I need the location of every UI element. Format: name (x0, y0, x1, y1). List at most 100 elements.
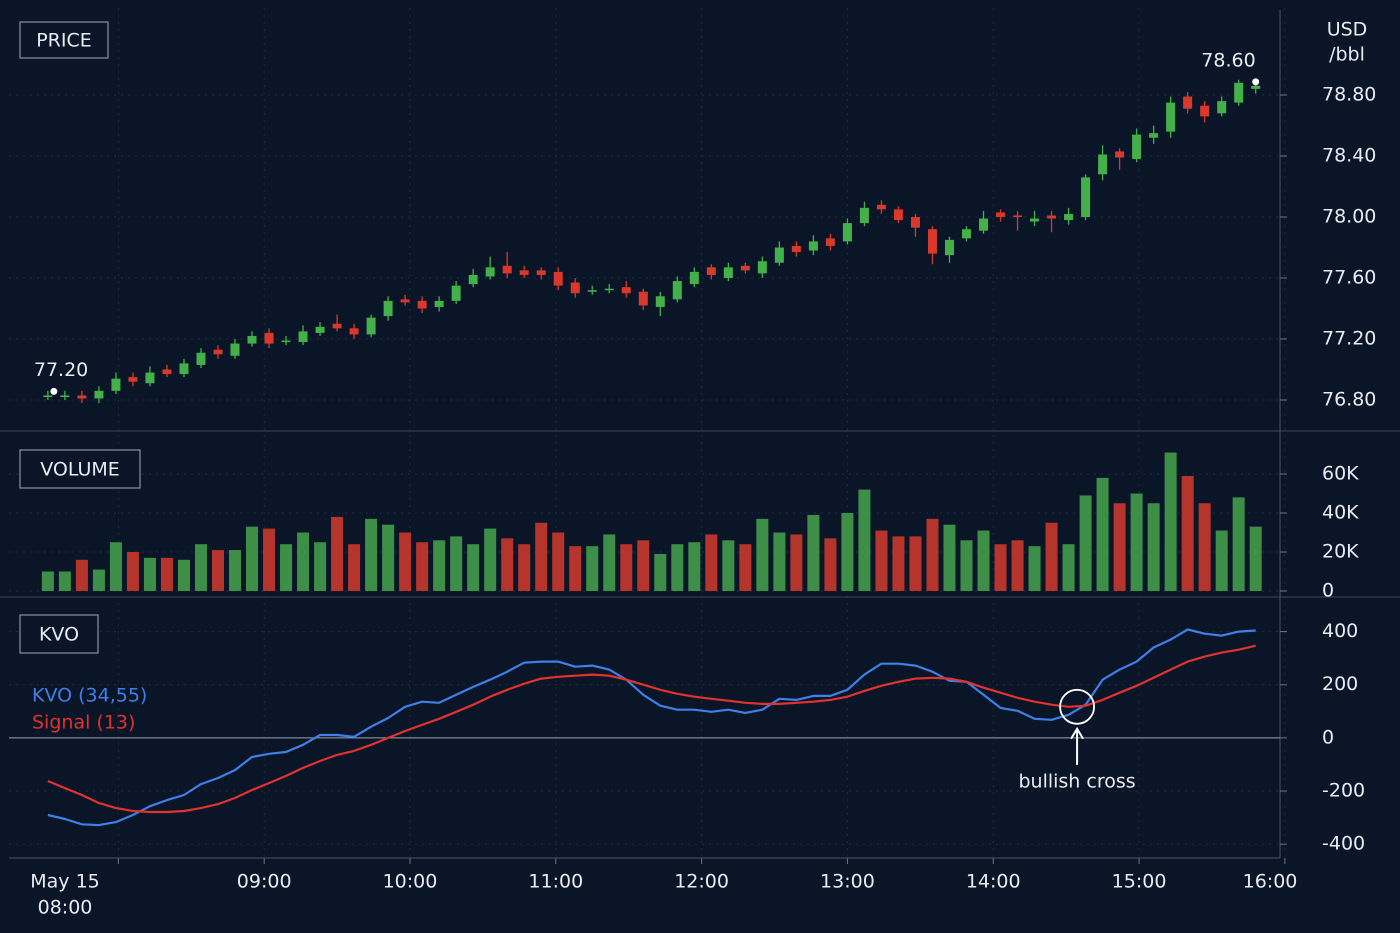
candle-body (655, 296, 665, 307)
volume-bar (1147, 503, 1160, 591)
volume-bar (841, 513, 854, 591)
volume-bar (569, 546, 582, 591)
volume-bar (365, 518, 378, 591)
volume-bar (382, 524, 395, 591)
candle-body (706, 267, 716, 275)
y-axis-label: USD (1327, 19, 1368, 41)
candle-body (111, 378, 121, 391)
candle-body (468, 274, 478, 285)
volume-bar (75, 559, 88, 591)
candle-body (1115, 151, 1125, 158)
volume-bar (1232, 497, 1245, 591)
candle-body (366, 317, 376, 335)
volume-bar (739, 544, 752, 591)
volume-bar (773, 532, 786, 591)
line-series (47, 628, 1256, 827)
volume-bar (211, 550, 224, 591)
x-date-label: May 15 (30, 871, 100, 893)
y-tick-label: -400 (1322, 833, 1365, 855)
candle-body (774, 247, 784, 263)
volume-bar (1181, 475, 1194, 591)
volume-bar (824, 538, 837, 591)
x-tick-label: 13:00 (820, 871, 875, 893)
candle-body (434, 300, 444, 307)
candle-body (60, 395, 70, 398)
annotation-dot (50, 387, 58, 395)
candle-body (1081, 177, 1091, 217)
pane-title-box (19, 614, 99, 654)
volume-bar (790, 534, 803, 591)
candle-body (570, 282, 580, 294)
volume-bar (977, 530, 990, 591)
y-tick-label: 77.20 (1322, 328, 1376, 350)
candle-body (638, 291, 648, 306)
volume-bar (535, 522, 548, 591)
pane-title-box (19, 449, 141, 489)
volume-bar (450, 536, 463, 591)
volume-bar (654, 553, 667, 591)
y-tick-label: 40K (1322, 502, 1359, 524)
candle-body (1030, 218, 1040, 222)
candle-body (128, 377, 138, 382)
volume-bar (1249, 526, 1262, 591)
volume-bar (399, 532, 412, 591)
x-tick-label: 15:00 (1112, 871, 1167, 893)
volume-bar (58, 571, 71, 591)
volume-bar (280, 544, 293, 591)
x-tick-label: 11:00 (528, 871, 583, 893)
candle-body (962, 229, 972, 239)
candle-body (808, 241, 818, 251)
candle-body (587, 290, 597, 292)
volume-bar (1045, 522, 1058, 591)
volume-bar (943, 524, 956, 591)
annotation: 77.20 (34, 359, 88, 381)
volume-bar (246, 526, 259, 591)
y-tick-label: 60K (1322, 463, 1359, 485)
volume-bar (722, 540, 735, 591)
volume-bar (1198, 503, 1211, 591)
candle-body (944, 239, 954, 256)
volume-bar (1130, 493, 1143, 591)
candle-body (893, 209, 903, 221)
candle-body (349, 328, 359, 335)
candle-body (825, 238, 835, 246)
candle-body (264, 332, 274, 344)
x-tick-label: 14:00 (966, 871, 1021, 893)
candle-body (536, 270, 546, 275)
candle-body (740, 265, 750, 271)
candle-body (621, 287, 631, 294)
volume-bar (1079, 495, 1092, 591)
candle-body (1251, 85, 1261, 89)
annotation: 78.60 (1201, 49, 1255, 71)
candle-body (247, 335, 257, 344)
legend-entry: Signal (13) (32, 712, 135, 734)
y-tick-label: 78.80 (1322, 84, 1376, 106)
y-tick-label: 0 (1322, 580, 1334, 602)
volume-bar (705, 534, 718, 591)
pane-title: VOLUME (40, 459, 120, 481)
volume-bar (688, 542, 701, 591)
candle-body (485, 267, 495, 277)
volume-bar (177, 559, 190, 591)
candle-body (94, 390, 104, 399)
volume-bar (1062, 544, 1075, 591)
candle-body (791, 245, 801, 253)
volume-bar (518, 544, 531, 591)
volume-bar (1028, 546, 1041, 591)
candle-body (332, 323, 342, 329)
candle-body (519, 270, 529, 275)
volume-bar (92, 569, 105, 591)
y-tick-label: 0 (1322, 726, 1334, 748)
candle-body (553, 271, 563, 286)
candle-body (876, 204, 886, 210)
candle-body (162, 369, 172, 375)
x-tick-label: 09:00 (237, 871, 292, 893)
candle-body (689, 271, 699, 285)
volume-bar (194, 544, 207, 591)
x-tick-label: 10:00 (383, 871, 438, 893)
line-series (47, 644, 1256, 814)
volume-bar (229, 550, 242, 591)
